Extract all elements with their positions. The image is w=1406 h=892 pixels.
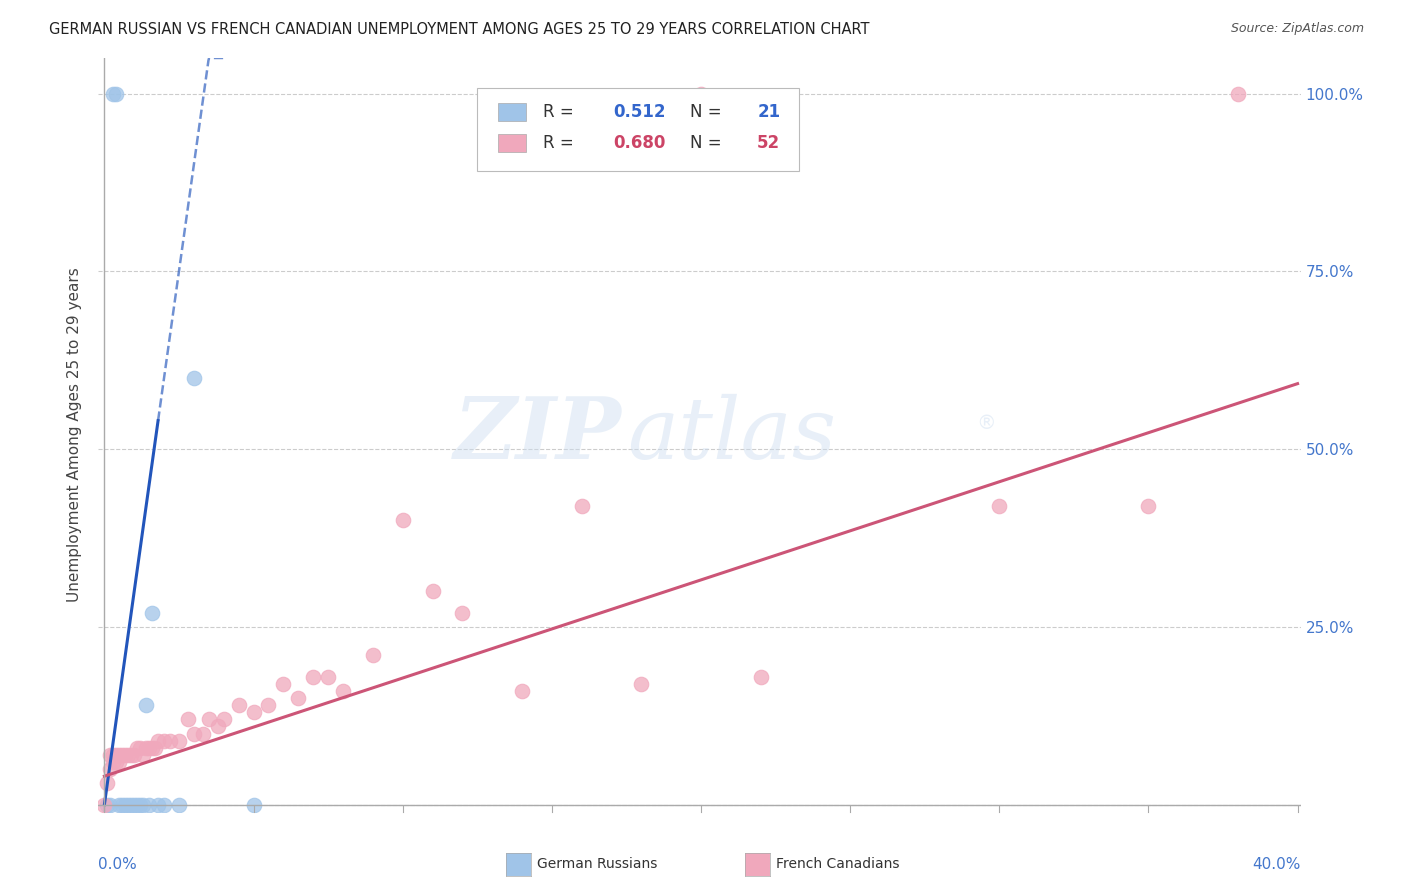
- FancyBboxPatch shape: [498, 103, 526, 121]
- Text: 21: 21: [758, 103, 780, 121]
- Point: [108, 747, 131, 762]
- Point: [153, 733, 176, 747]
- Point: [630, 677, 652, 691]
- Text: 0.680: 0.680: [613, 134, 665, 153]
- Point: [111, 797, 134, 812]
- Point: [988, 499, 1011, 513]
- Text: GERMAN RUSSIAN VS FRENCH CANADIAN UNEMPLOYMENT AMONG AGES 25 TO 29 YEARS CORRELA: GERMAN RUSSIAN VS FRENCH CANADIAN UNEMPL…: [49, 22, 870, 37]
- Text: N =: N =: [690, 134, 727, 153]
- Point: [451, 606, 474, 620]
- Point: [93, 797, 115, 812]
- Point: [103, 87, 125, 101]
- Point: [690, 87, 713, 101]
- Text: ZIP: ZIP: [454, 393, 621, 476]
- Point: [183, 371, 205, 385]
- Point: [141, 740, 163, 755]
- Point: [167, 797, 190, 812]
- Point: [108, 797, 131, 812]
- Point: [120, 797, 142, 812]
- Text: N =: N =: [690, 103, 727, 121]
- Point: [127, 740, 149, 755]
- Point: [361, 648, 384, 663]
- Point: [132, 747, 155, 762]
- Point: [167, 733, 190, 747]
- FancyBboxPatch shape: [498, 134, 526, 153]
- Point: [212, 712, 235, 726]
- Point: [316, 670, 339, 684]
- Text: ®: ®: [976, 414, 995, 433]
- Point: [257, 698, 280, 712]
- Point: [108, 755, 131, 769]
- Point: [120, 747, 142, 762]
- Point: [177, 712, 200, 726]
- Point: [332, 683, 354, 698]
- Point: [117, 747, 139, 762]
- Text: 0.0%: 0.0%: [98, 857, 138, 872]
- Point: [141, 606, 163, 620]
- Point: [122, 747, 145, 762]
- Point: [135, 698, 157, 712]
- Point: [242, 705, 264, 719]
- Point: [510, 683, 533, 698]
- Point: [153, 797, 176, 812]
- Point: [105, 755, 128, 769]
- Point: [105, 87, 128, 101]
- Point: [391, 513, 413, 527]
- Point: [197, 712, 219, 726]
- Text: 40.0%: 40.0%: [1253, 857, 1301, 872]
- Point: [571, 499, 593, 513]
- Point: [103, 747, 125, 762]
- Text: atlas: atlas: [627, 393, 837, 476]
- Point: [96, 797, 118, 812]
- Point: [228, 698, 250, 712]
- Point: [98, 747, 121, 762]
- Point: [132, 797, 155, 812]
- Point: [96, 776, 118, 790]
- Point: [422, 584, 444, 599]
- Text: French Canadians: French Canadians: [776, 857, 900, 871]
- Text: Source: ZipAtlas.com: Source: ZipAtlas.com: [1230, 22, 1364, 36]
- Point: [122, 797, 145, 812]
- Point: [129, 740, 152, 755]
- Point: [127, 797, 149, 812]
- Point: [146, 733, 169, 747]
- Point: [114, 797, 136, 812]
- Text: R =: R =: [543, 134, 579, 153]
- Text: German Russians: German Russians: [537, 857, 658, 871]
- Point: [159, 733, 181, 747]
- Y-axis label: Unemployment Among Ages 25 to 29 years: Unemployment Among Ages 25 to 29 years: [67, 268, 83, 602]
- Point: [302, 670, 325, 684]
- Point: [129, 797, 152, 812]
- Point: [138, 740, 160, 755]
- Point: [191, 726, 214, 740]
- Point: [135, 740, 157, 755]
- Point: [146, 797, 169, 812]
- Text: 52: 52: [758, 134, 780, 153]
- Point: [103, 755, 125, 769]
- Point: [1137, 499, 1160, 513]
- Point: [749, 670, 772, 684]
- FancyBboxPatch shape: [477, 88, 799, 171]
- Point: [138, 797, 160, 812]
- Point: [111, 747, 134, 762]
- Point: [273, 677, 295, 691]
- Text: R =: R =: [543, 103, 579, 121]
- Point: [207, 719, 229, 733]
- Point: [287, 690, 309, 705]
- Point: [183, 726, 205, 740]
- Point: [1226, 87, 1249, 101]
- Point: [117, 797, 139, 812]
- Point: [242, 797, 264, 812]
- Point: [105, 747, 128, 762]
- Text: 0.512: 0.512: [613, 103, 665, 121]
- Point: [98, 797, 121, 812]
- Point: [98, 762, 121, 776]
- Point: [114, 747, 136, 762]
- Point: [143, 740, 166, 755]
